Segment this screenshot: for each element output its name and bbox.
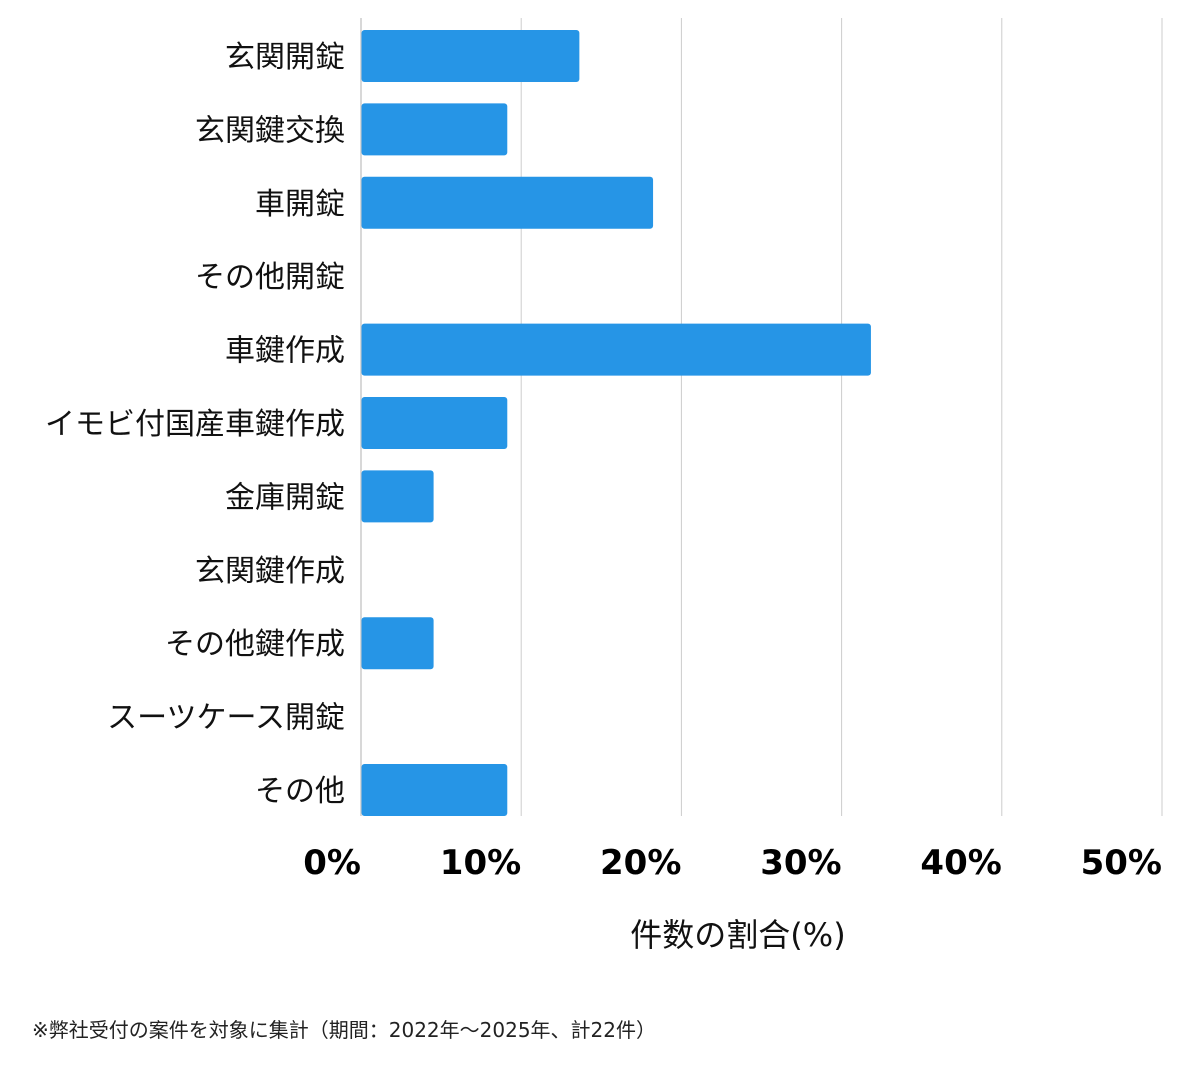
category-label: 車開錠 [255, 187, 345, 222]
footnote: ※弊社受付の案件を対象に集計（期間：2022年〜2025年、計22件） [32, 1018, 657, 1042]
bar [361, 397, 508, 449]
x-axis-title: 件数の割合(%) [630, 916, 845, 954]
category-label: その他鍵作成 [165, 627, 345, 662]
x-tick-label: 10% [440, 843, 521, 883]
category-label: 玄関鍵交換 [195, 113, 345, 148]
bar [361, 617, 434, 670]
x-tick-labels: 0% 10% 20% 30% 40% 50% [303, 843, 1162, 883]
bar [361, 103, 508, 156]
bars [361, 30, 871, 816]
x-tick-label: 30% [760, 843, 841, 883]
bar [361, 30, 580, 82]
bar [361, 470, 434, 523]
category-label: 車鍵作成 [225, 334, 345, 369]
bar [361, 176, 654, 229]
x-tick-label: 40% [920, 843, 1001, 883]
category-label: その他開錠 [195, 260, 345, 295]
category-label: 玄関開錠 [225, 40, 345, 75]
category-label: その他 [255, 774, 345, 809]
category-label: イモビ付国産車鍵作成 [45, 407, 345, 442]
category-label: 玄関鍵作成 [195, 554, 345, 589]
x-tick-label: 20% [600, 843, 681, 883]
category-label: スーツケース開錠 [107, 701, 345, 736]
bar [361, 764, 508, 816]
x-tick-label: 0% [303, 843, 361, 883]
category-labels: 玄関開錠玄関鍵交換車開錠その他開錠車鍵作成イモビ付国産車鍵作成金庫開錠玄関鍵作成… [45, 40, 345, 809]
category-label: 金庫開錠 [225, 480, 345, 515]
x-tick-label: 50% [1081, 843, 1162, 883]
bar [361, 323, 871, 376]
bar-chart: 玄関開錠玄関鍵交換車開錠その他開錠車鍵作成イモビ付国産車鍵作成金庫開錠玄関鍵作成… [45, 18, 1163, 954]
grid-lines [360, 18, 1163, 816]
